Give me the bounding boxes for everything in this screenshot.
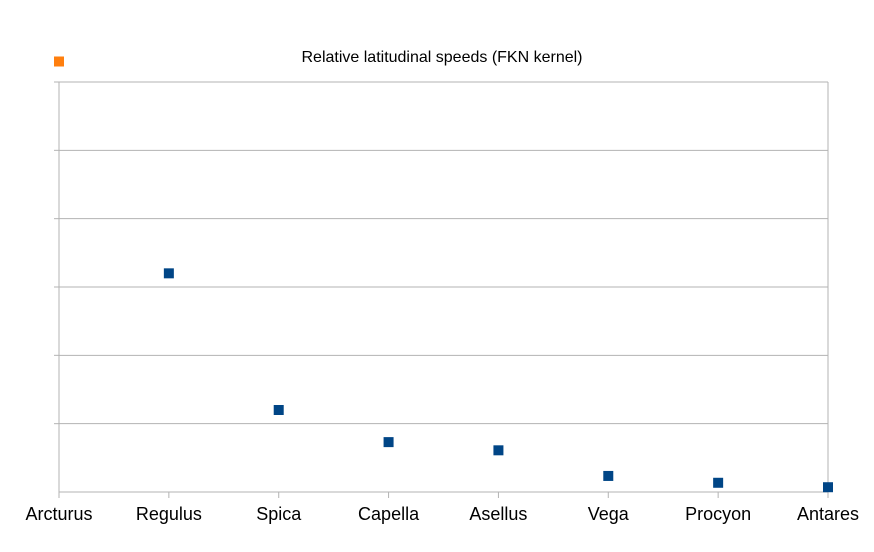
data-point-antares bbox=[823, 482, 833, 493]
data-point-arcturus bbox=[54, 56, 64, 67]
category-labels: Arcturus Regulus Spica Capella Asellus Vega Pr… bbox=[25, 504, 859, 524]
x-tick-label: Antares bbox=[797, 504, 859, 524]
x-tick-label: Regulus bbox=[136, 504, 202, 524]
x-tick-label: Spica bbox=[256, 504, 302, 524]
data-point-regulus bbox=[163, 268, 174, 279]
x-tick-label: Capella bbox=[358, 504, 420, 524]
x-tick-label: Asellus bbox=[469, 504, 527, 524]
axes bbox=[58, 82, 829, 498]
data-point-procyon bbox=[713, 477, 724, 488]
data-points bbox=[54, 56, 833, 493]
data-point-asellus bbox=[493, 445, 504, 456]
x-tick-label: Procyon bbox=[685, 504, 751, 524]
data-point-vega bbox=[603, 470, 614, 481]
data-point-spica bbox=[273, 405, 284, 415]
chart-title: Relative latitudinal speeds (FKN kernel) bbox=[301, 49, 582, 66]
gridlines bbox=[54, 81, 828, 425]
data-point-capella bbox=[383, 437, 394, 448]
x-tick-label: Arcturus bbox=[25, 504, 92, 524]
x-tick-label: Vega bbox=[588, 504, 630, 524]
